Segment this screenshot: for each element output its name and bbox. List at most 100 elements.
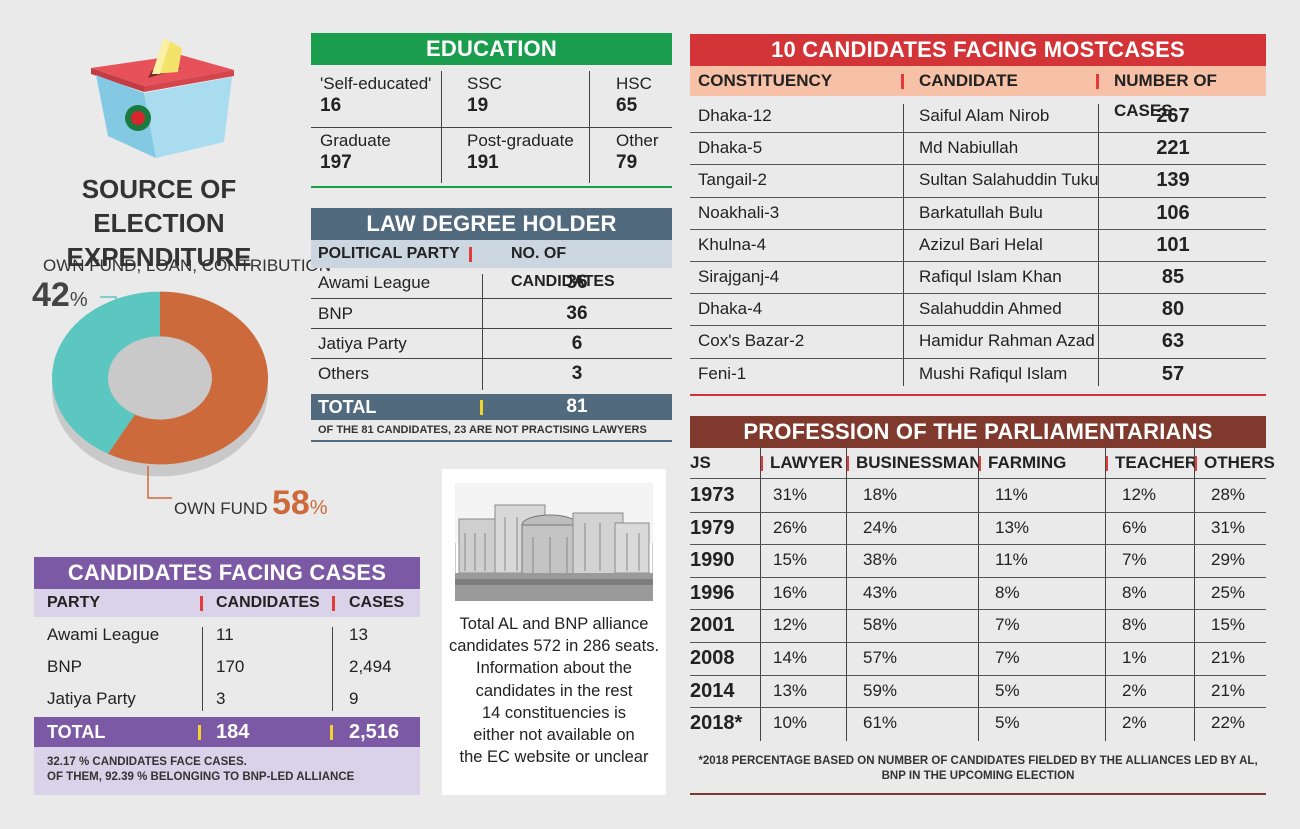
education-title: EDUCATION <box>311 33 672 65</box>
profession-value: 21% <box>1211 680 1246 700</box>
facing-candidates: 3 <box>216 689 226 708</box>
facing-party: BNP <box>47 657 82 676</box>
profession-value: 6% <box>1122 517 1147 537</box>
top10-constituency: Khulna-4 <box>698 234 767 254</box>
top10-row: Tangail-2 Sultan Salahuddin Tuku 139 <box>690 164 1266 198</box>
profession-value: 29% <box>1211 550 1246 570</box>
expenditure-donut-chart <box>52 291 269 499</box>
top10-constituency: Feni-1 <box>698 363 747 383</box>
profession-row: 2014 13% 59% 5% 2% 21% <box>690 675 1266 709</box>
education-label: 'Self-educated' <box>320 74 432 93</box>
profession-value: 7% <box>995 615 1020 635</box>
law-row: Others 3 <box>311 359 672 389</box>
top10-case-count: 63 <box>1161 330 1185 353</box>
profession-value: 5% <box>995 680 1020 700</box>
law-count: 36 <box>566 272 588 293</box>
profession-value: 16% <box>773 582 808 602</box>
facing-total-candidates: 184 <box>216 721 250 743</box>
top10-candidate: Rafiqul Islam Khan <box>919 267 1062 286</box>
law-panel: LAW DEGREE HOLDER POLITICAL PARTY NO. OF… <box>311 208 672 442</box>
education-label: Other <box>616 131 659 150</box>
facing-col-cases: CASES <box>349 594 405 611</box>
education-hsc: HSC 65 <box>616 73 652 117</box>
facing-cases: 13 <box>349 625 368 644</box>
top10-constituency: Sirajganj-4 <box>698 267 780 286</box>
education-label: SSC <box>467 74 502 93</box>
profession-title: PROFESSION OF THE PARLIAMENTARIANS <box>690 416 1266 448</box>
top10-header-row: CONSTITUENCY CANDIDATE NUMBER OF CASES <box>690 66 1266 120</box>
top10-case-count: 139 <box>1156 169 1190 192</box>
facing-candidates: 170 <box>216 657 245 676</box>
top10-constituency: Tangail-2 <box>698 170 767 190</box>
profession-year: 2008 <box>690 647 735 669</box>
info-line: 14 constituencies is <box>482 703 626 722</box>
law-party: BNP <box>318 304 353 323</box>
profession-header-row: JS LAWYER BUSINESSMAN FARMING TEACHER OT… <box>690 448 1275 479</box>
facing-note-line2: OF THEM, 92.39 % BELONGING TO BNP-LED AL… <box>47 771 355 783</box>
education-post-graduate: Post-graduate 191 <box>467 130 574 174</box>
facing-note: 32.17 % CANDIDATES FACE CASES. OF THEM, … <box>34 747 420 795</box>
profession-value: 12% <box>1122 485 1157 504</box>
profession-value: 10% <box>773 713 808 733</box>
education-ssc: SSC 19 <box>467 73 502 117</box>
top10-title: 10 CANDIDATES FACING MOSTCASES <box>690 34 1266 66</box>
profession-value: 12% <box>773 615 808 635</box>
top10-candidate: Sultan Salahuddin Tuku <box>919 170 1099 190</box>
profession-note-line2: BNP IN THE UPCOMING ELECTION <box>881 770 1075 782</box>
info-line: the EC website or unclear <box>459 748 649 767</box>
profession-value: 21% <box>1211 648 1246 667</box>
law-party: Others <box>318 364 370 383</box>
law-total-value: 81 <box>566 396 588 417</box>
education-panel: EDUCATION 'Self-educated' 16 SSC 19 HSC 65 … <box>311 33 672 188</box>
loan-label: OWN FUND, LOAN, CONTRIBUTION <box>43 256 332 275</box>
top10-case-count: 267 <box>1156 105 1190 127</box>
parliament-building-image <box>455 483 653 601</box>
facing-party: Awami League <box>47 625 160 644</box>
profession-value: 2% <box>1122 713 1147 733</box>
law-row: Awami League 36 <box>311 268 672 299</box>
profession-value: 7% <box>995 648 1020 667</box>
law-party: Awami League <box>318 273 431 292</box>
profession-row: 1996 16% 43% 8% 8% 25% <box>690 577 1266 611</box>
profession-row: 2008 14% 57% 7% 1% 21% <box>690 642 1266 676</box>
top10-case-count: 80 <box>1161 298 1185 321</box>
profession-value: 31% <box>1211 517 1246 537</box>
profession-value: 31% <box>773 485 808 504</box>
profession-year: 1996 <box>690 581 735 604</box>
info-line: candidates 572 in 286 seats. <box>448 637 660 656</box>
law-row: Jatiya Party 6 <box>311 329 672 359</box>
profession-col-teacher: TEACHER <box>1115 453 1198 472</box>
facing-party: Jatiya Party <box>47 689 136 708</box>
top10-row: Dhaka-4 Salahuddin Ahmed 80 <box>690 293 1266 327</box>
loan-pct-value: 42 <box>32 276 70 314</box>
facing-cases: 2,494 <box>349 657 392 676</box>
profession-panel: PROFESSION OF THE PARLIAMENTARIANS JS LA… <box>690 416 1275 796</box>
law-total-label: TOTAL <box>318 397 377 417</box>
info-line: candidates in the rest <box>475 681 633 700</box>
facing-row: BNP 170 2,494 <box>34 651 420 683</box>
top10-row: Sirajganj-4 Rafiqul Islam Khan 85 <box>690 261 1266 295</box>
profession-year: 1990 <box>690 549 735 572</box>
facing-row: Jatiya Party 3 9 <box>34 683 420 715</box>
profession-value: 28% <box>1211 485 1246 504</box>
profession-row: 1979 26% 24% 13% 6% 31% <box>690 512 1266 546</box>
profession-value: 58% <box>863 615 898 635</box>
education-self-educated: 'Self-educated' 16 <box>320 73 431 117</box>
profession-value: 59% <box>863 680 898 700</box>
facing-panel: CANDIDATES FACING CASES PARTY CANDIDATES… <box>34 557 420 795</box>
profession-row: 2001 12% 58% 7% 8% 15% <box>690 609 1266 643</box>
info-text: Total AL and BNP alliance candidates 572… <box>442 613 666 768</box>
education-value: 197 <box>320 152 352 173</box>
top10-candidate: Md Nabiullah <box>919 138 1019 158</box>
profession-value: 25% <box>1211 582 1246 602</box>
education-label: Post-graduate <box>467 131 574 150</box>
law-count: 36 <box>566 303 588 324</box>
profession-col-businessman: BUSINESSMAN <box>856 453 982 472</box>
facing-note-line1: 32.17 % CANDIDATES FACE CASES. <box>47 756 247 768</box>
facing-col-candidates: CANDIDATES <box>216 594 320 611</box>
profession-value: 14% <box>773 648 808 667</box>
law-total-row: TOTAL 81 <box>311 394 672 420</box>
top10-case-count: 85 <box>1161 266 1185 288</box>
top10-case-count: 106 <box>1156 201 1190 224</box>
top10-candidate: Hamidur Rahman Azad <box>919 331 1095 351</box>
